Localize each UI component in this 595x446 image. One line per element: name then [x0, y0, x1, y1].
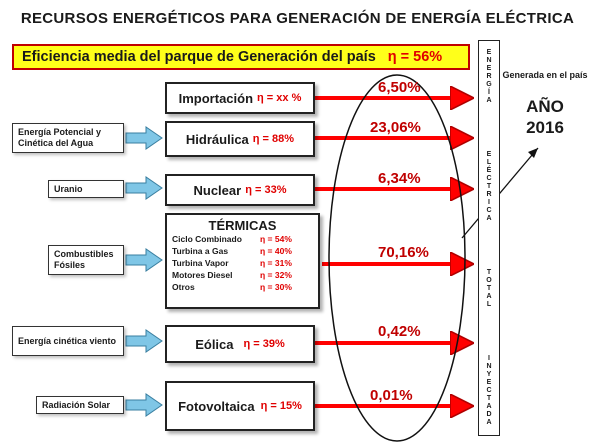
total-column-letter: A	[486, 419, 492, 426]
termicas-row-eta: η = 54%	[260, 234, 292, 244]
total-column-letter: R	[486, 73, 492, 80]
termicas-row-eta: η = 40%	[260, 246, 292, 256]
source-viento-label: Energía cinética viento	[18, 335, 117, 346]
termicas-row-eta: η = 30%	[260, 282, 292, 292]
total-column-letter: D	[486, 411, 492, 418]
tech-importacion-eta: η = xx %	[257, 92, 302, 104]
efficiency-eta: η = 56%	[387, 49, 443, 65]
source-agua: Energía Potencial y Cinética del Agua	[12, 123, 124, 153]
year-pointer-arrow	[461, 147, 539, 239]
page-title: RECURSOS ENERGÉTICOS PARA GENERACIÓN DE …	[20, 10, 575, 27]
source-arrow-viento	[125, 329, 163, 353]
total-column-letter: G	[486, 81, 492, 88]
tech-fotovoltaica-name: Fotovoltaica	[178, 398, 255, 414]
source-fosiles-label: Combustibles Fósiles	[54, 249, 114, 270]
total-column-letter: T	[486, 395, 492, 402]
total-column-letter: E	[486, 379, 492, 386]
year-label: AÑO	[526, 97, 564, 116]
year-value: 2016	[526, 118, 564, 137]
total-column-letter: T	[486, 183, 492, 190]
generated-label: Generada en el país	[502, 70, 588, 80]
tech-nuclear-eta: η = 33%	[245, 184, 287, 196]
total-column-letter: Y	[486, 371, 492, 378]
total-column-letter: R	[486, 191, 492, 198]
source-uranio-label: Uranio	[54, 183, 83, 194]
total-column-letter: E	[486, 65, 492, 72]
source-arrow-uranio	[125, 176, 163, 200]
source-arrow-solar	[125, 393, 163, 417]
termicas-row-eta: η = 32%	[260, 270, 292, 280]
total-column-letter: A	[486, 215, 492, 222]
tech-termicas: TÉRMICAS Ciclo Combinado η = 54% Turbina…	[165, 213, 320, 309]
total-column-letter: C	[486, 207, 492, 214]
tech-importacion-name: Importación	[178, 90, 254, 106]
total-column-letter: A	[486, 293, 492, 300]
tech-eolica: Eólica η = 39%	[165, 325, 315, 363]
termicas-row: Turbina Vapor η = 31%	[167, 257, 318, 269]
tech-fotovoltaica: Fotovoltaica η = 15%	[165, 381, 315, 431]
termicas-row-name: Motores Diesel	[172, 270, 233, 280]
percentages-ellipse	[328, 74, 466, 442]
total-column-letter: I	[488, 355, 490, 362]
source-viento: Energía cinética viento	[12, 326, 124, 356]
total-column-letter: A	[486, 403, 492, 410]
year-block: AÑO 2016	[500, 96, 590, 138]
termicas-row: Turbina a Gas η = 40%	[167, 245, 318, 257]
total-column-letter: E	[486, 49, 492, 56]
source-uranio: Uranio	[48, 180, 124, 198]
termicas-row-name: Ciclo Combinado	[172, 234, 242, 244]
pct-eolica: 0,42%	[378, 323, 421, 340]
pct-hidraulica: 23,06%	[370, 119, 421, 136]
total-column-letter: N	[486, 363, 492, 370]
tech-eolica-name: Eólica	[195, 336, 234, 352]
source-arrow-agua	[125, 126, 163, 150]
total-column-letter: T	[486, 285, 492, 292]
source-solar: Radiación Solar	[36, 396, 124, 414]
total-column-letter: A	[486, 97, 492, 104]
efficiency-label: Eficiencia media del parque de Generació…	[22, 49, 376, 65]
efficiency-banner: Eficiencia media del parque de Generació…	[12, 44, 470, 70]
tech-nuclear-name: Nuclear	[193, 182, 242, 198]
total-column-letter: O	[486, 277, 492, 284]
total-column-letter: Í	[488, 89, 490, 96]
tech-hidraulica: Hidráulica η = 88%	[165, 121, 315, 157]
termicas-row: Ciclo Combinado η = 54%	[167, 233, 318, 245]
total-column-letter: É	[486, 167, 492, 174]
source-arrow-fosiles	[125, 248, 163, 272]
tech-eolica-eta: η = 39%	[243, 338, 285, 350]
pct-importacion: 6,50%	[378, 79, 421, 96]
termicas-row: Motores Diesel η = 32%	[167, 269, 318, 281]
tech-hidraulica-eta: η = 88%	[252, 133, 295, 145]
pct-termicas: 70,16%	[378, 244, 429, 261]
total-column-letter: T	[486, 269, 492, 276]
tech-nuclear: Nuclear η = 33%	[165, 174, 315, 206]
tech-hidraulica-name: Hidráulica	[185, 131, 249, 147]
source-agua-label: Energía Potencial y Cinética del Agua	[18, 127, 102, 148]
tech-fotovoltaica-eta: η = 15%	[260, 400, 302, 412]
pct-nuclear: 6,34%	[378, 170, 421, 187]
total-column-letter: C	[486, 175, 492, 182]
pct-fotovoltaica: 0,01%	[370, 387, 413, 404]
source-solar-label: Radiación Solar	[42, 399, 111, 410]
total-column-letter: N	[486, 57, 492, 64]
source-fosiles: Combustibles Fósiles	[48, 245, 124, 275]
termicas-row-name: Otros	[172, 282, 195, 292]
total-column-letter: L	[486, 301, 492, 308]
total-column-letter: E	[486, 151, 492, 158]
total-column-letter: I	[488, 199, 490, 206]
total-column-letter: L	[486, 159, 492, 166]
termicas-row: Otros η = 30%	[167, 281, 318, 293]
tech-importacion: Importación η = xx %	[165, 82, 315, 114]
total-column-letter: C	[486, 387, 492, 394]
termicas-row-name: Turbina a Gas	[172, 246, 229, 256]
tech-termicas-title: TÉRMICAS	[208, 218, 277, 233]
termicas-row-eta: η = 31%	[260, 258, 292, 268]
termicas-row-name: Turbina Vapor	[172, 258, 229, 268]
